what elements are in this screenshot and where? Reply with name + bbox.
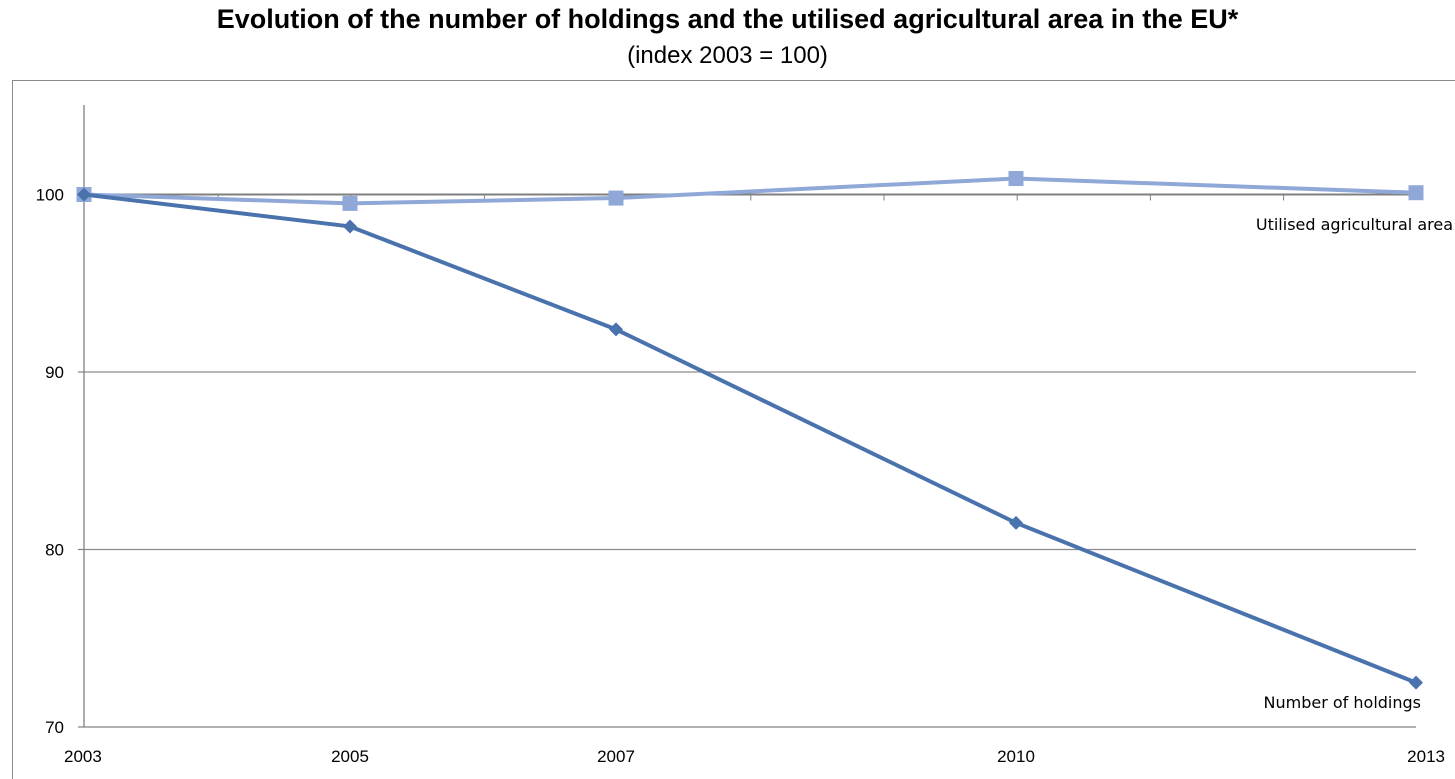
- series-0-point-2010: [1008, 171, 1024, 187]
- series-1-point-2003: [77, 187, 91, 202]
- y-tick-label-100: 100: [36, 186, 64, 205]
- x-tick-label-2007: 2007: [597, 747, 635, 766]
- y-tick-label-80: 80: [45, 541, 64, 560]
- x-tick-label-2003: 2003: [64, 747, 102, 766]
- series-label-number-of-holdings: Number of holdings: [1264, 693, 1421, 712]
- series-0-point-2005: [342, 195, 358, 211]
- series-line-0: [83, 176, 1417, 206]
- series-0-point-2007: [608, 190, 624, 206]
- x-tick-label-2005: 2005: [331, 747, 369, 766]
- chart-title: Evolution of the number of holdings and …: [216, 4, 1239, 34]
- y-tick-label-70: 70: [45, 718, 64, 737]
- x-tick-label-2013: 2013: [1407, 747, 1445, 766]
- series-1-point-2013: [1409, 675, 1423, 690]
- series-1-point-2005: [343, 219, 357, 234]
- series-label-utilised-agricultural-area: Utilised agricultural area: [1256, 215, 1453, 234]
- y-tick-label-90: 90: [45, 363, 64, 382]
- series-1-point-2007: [609, 322, 623, 337]
- series-0-point-2013: [1408, 185, 1424, 201]
- series-1-point-2010: [1009, 515, 1023, 530]
- x-tick-label-2010: 2010: [997, 747, 1035, 766]
- series-line-1: [83, 192, 1417, 685]
- chart-subtitle: (index 2003 = 100): [627, 42, 828, 69]
- plot-frame: [12, 80, 1455, 779]
